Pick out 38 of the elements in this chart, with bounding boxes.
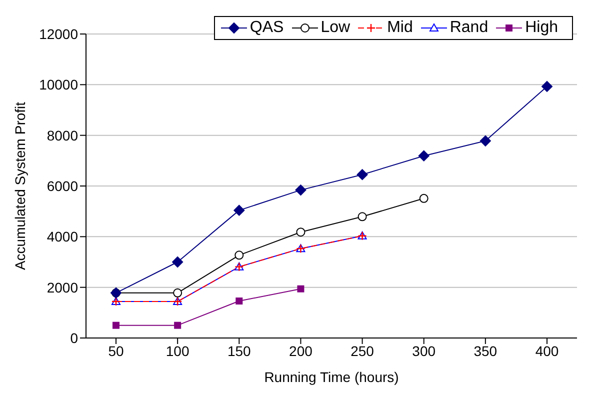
point [419,194,428,203]
y-tick-label: 12000 [39,26,78,42]
x-tick-label: 100 [166,342,190,359]
point [480,135,491,146]
legend-label: Rand [450,19,488,37]
y-tick-label: 8000 [46,127,78,144]
legend-label: Low [320,19,350,37]
point [358,212,367,222]
point [234,204,245,216]
x-tick-label: 350 [474,342,498,359]
point [112,322,120,329]
y-tick-label: 10000 [39,76,78,93]
point [542,80,552,92]
y-tick-label: 6000 [46,178,78,194]
y-tick-label: 2000 [46,279,78,296]
x-tick-label: 300 [412,342,436,359]
x-tick-label: 400 [535,342,559,359]
point [234,250,244,260]
y-axis-title: Accumulated System Profit [12,102,28,270]
point [418,150,430,162]
point [297,285,304,292]
point [356,169,368,180]
point [174,322,182,329]
x-tick-label: 250 [350,342,374,359]
point [236,298,243,305]
point [296,228,306,237]
point [173,288,182,298]
legend-label: Mid [387,19,413,37]
x-tick-label: 200 [289,342,313,359]
legend-label: QAS [250,19,284,37]
x-tick-label: 150 [227,342,252,359]
x-tick-label: 50 [108,342,124,359]
point [172,256,184,268]
x-axis-title: Running Time (hours) [264,369,399,385]
point [295,184,306,196]
y-tick-label: 4000 [46,228,78,245]
y-tick-label: 0 [70,330,78,346]
legend-label: High [525,19,558,37]
